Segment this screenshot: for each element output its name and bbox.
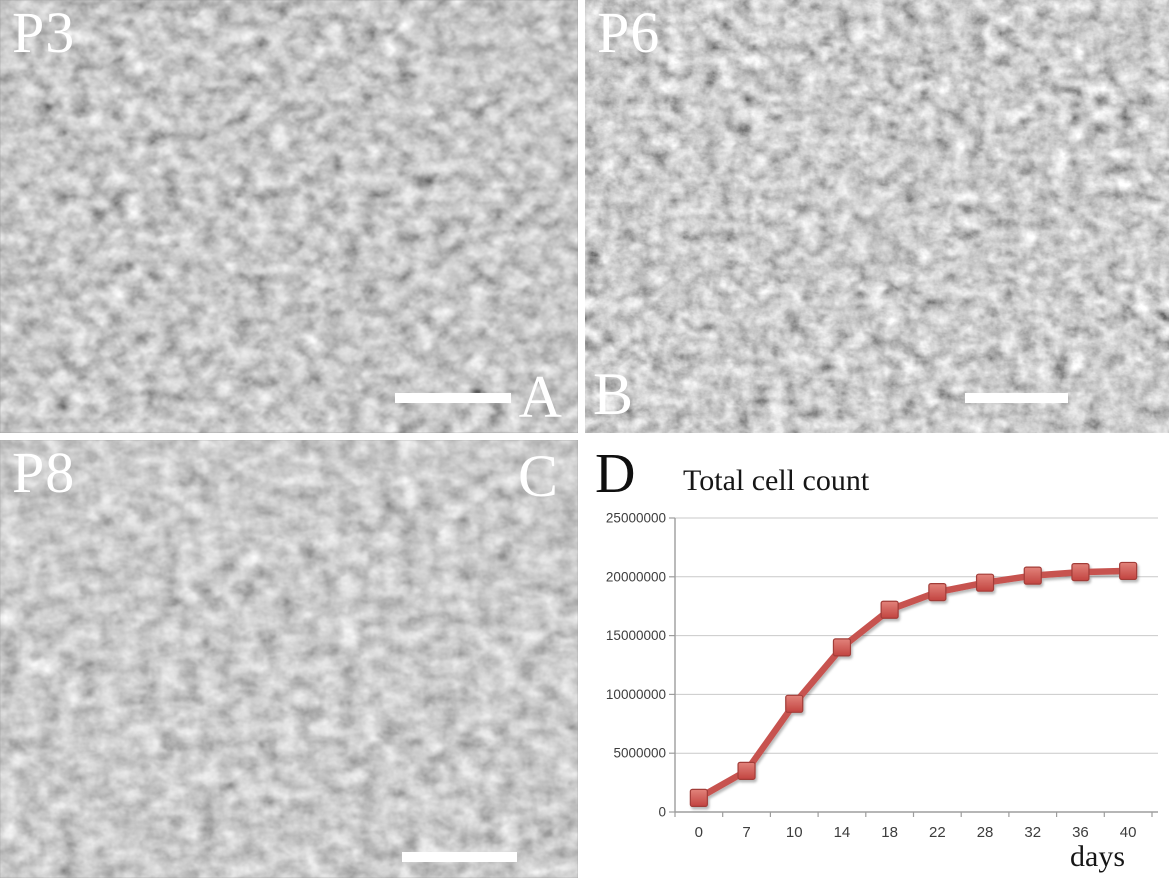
svg-text:25000000: 25000000: [606, 511, 666, 526]
chart-title: Total cell count: [683, 464, 870, 497]
micrograph-image-p8: [0, 440, 578, 878]
svg-text:10000000: 10000000: [606, 687, 666, 702]
svg-text:15000000: 15000000: [606, 628, 666, 643]
panel-letter-d: D: [595, 443, 636, 505]
scale-bar: [402, 852, 517, 862]
micrograph-image-p3: [0, 0, 578, 433]
svg-text:14: 14: [834, 824, 851, 841]
x-axis-label: days: [1070, 840, 1125, 873]
micrograph-image-p6: [585, 0, 1169, 433]
panel-letter-a: A: [518, 364, 562, 430]
passage-label-p6: P6: [597, 0, 661, 65]
micrograph-panel-b: P6 B: [585, 0, 1169, 433]
svg-text:0: 0: [658, 805, 666, 820]
svg-text:28: 28: [977, 824, 994, 841]
growth-chart: 0 5000000 10000000 15000000 20000000 25000000…: [606, 511, 1158, 841]
micrograph-panel-a: P3 A: [0, 0, 578, 433]
scale-bar: [965, 393, 1068, 403]
chart-panel-d: 0 5000000 10000000 15000000 20000000 25000000…: [585, 440, 1169, 878]
svg-text:7: 7: [742, 824, 750, 841]
svg-text:22: 22: [929, 824, 946, 841]
micrograph-panel-c: P8 C: [0, 440, 578, 878]
panel-letter-c: C: [517, 443, 558, 509]
passage-label-p8: P8: [12, 440, 76, 505]
svg-text:0: 0: [695, 824, 703, 841]
panel-letter-b: B: [593, 361, 634, 427]
svg-text:18: 18: [881, 824, 898, 841]
svg-text:5000000: 5000000: [613, 746, 666, 761]
scale-bar: [395, 393, 511, 403]
svg-text:10: 10: [786, 824, 803, 841]
passage-label-p3: P3: [12, 0, 76, 65]
svg-text:20000000: 20000000: [606, 569, 666, 584]
svg-text:36: 36: [1072, 824, 1089, 841]
svg-text:40: 40: [1120, 824, 1137, 841]
svg-text:32: 32: [1024, 824, 1041, 841]
